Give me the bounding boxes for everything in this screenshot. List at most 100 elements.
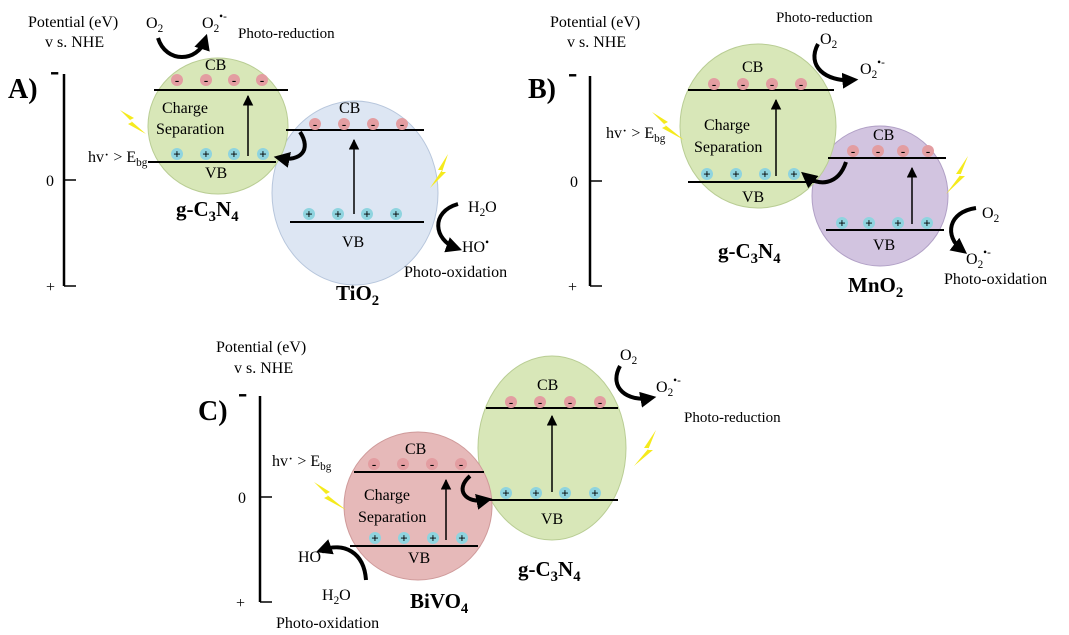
hole-sign: + <box>429 531 436 546</box>
bivo4-electrons <box>368 458 467 470</box>
panel-b-axis-title-line1: Potential (eV) <box>550 14 640 31</box>
electron-sign: - <box>770 77 774 92</box>
c-gcn-cb-label: CB <box>537 377 558 394</box>
hole-sign: + <box>363 207 370 222</box>
panel-b-lightning-icon-right <box>946 156 968 194</box>
c-gcn-vb-label: VB <box>541 511 563 528</box>
gcn-holes <box>171 148 269 160</box>
hole-sign: + <box>838 216 845 231</box>
electron-sign: - <box>232 73 236 88</box>
hole-sign: + <box>894 216 901 231</box>
electron-sign: - <box>372 457 376 472</box>
panel-c-oxidation-arrow <box>315 539 368 581</box>
panel-c-reduction-arrow <box>614 365 657 408</box>
panel-b-axis-title-line2: v s. NHE <box>567 34 626 51</box>
electron-sign: - <box>741 77 745 92</box>
panel-c-transfer-arrow <box>460 474 493 510</box>
hole-sign: + <box>532 486 539 501</box>
mno2-cb-label: CB <box>873 127 894 144</box>
hole-sign: + <box>732 167 739 182</box>
tio2-vb-label: VB <box>342 234 364 251</box>
carrier-signs: - - - - - - - - - - - - - - - - - - - - - - - - + + + + + + + + + + + + + + + +… <box>173 73 930 546</box>
panel-b-photo-oxidation: Photo-oxidation <box>944 271 1047 288</box>
panel-b-lightning-icon-left <box>652 112 684 140</box>
b-gcn-vb-label: VB <box>742 189 764 206</box>
hole-sign: + <box>502 486 509 501</box>
panel-a-tio2-label: TiO2 <box>336 281 379 309</box>
mno2-vb-label: VB <box>873 237 895 254</box>
electron-sign: - <box>400 117 404 132</box>
panel-c-axis-zero: 0 <box>238 490 246 507</box>
tio2-cb-label: CB <box>339 100 360 117</box>
electron-sign: - <box>401 457 405 472</box>
panel-b-photo-reduction: Photo-reduction <box>776 10 873 26</box>
panel-c-charge-label: Charge <box>364 487 410 504</box>
electron-sign: - <box>851 144 855 159</box>
electron-sign: - <box>313 117 317 132</box>
panel-a-photo-oxidation: Photo-oxidation <box>404 264 507 281</box>
panel-c-ho: HO• <box>298 547 325 566</box>
bivo4-holes <box>369 532 468 544</box>
panel-b-charge-label: Charge <box>704 117 750 134</box>
panel-c-bivo4-label: BiVO4 <box>410 589 469 617</box>
panel-c-photo-oxidation: Photo-oxidation <box>276 615 379 632</box>
panel-c-lightning-icon-right <box>634 430 656 466</box>
hole-sign: + <box>259 147 266 162</box>
electron-sign: - <box>175 73 179 88</box>
hole-sign: + <box>392 207 399 222</box>
tio2-electrons <box>309 118 408 130</box>
panel-c-separation-label: Separation <box>358 509 426 526</box>
c-gcn-holes <box>500 487 601 499</box>
gcn-cb-label: CB <box>205 57 226 74</box>
electron-sign: - <box>430 457 434 472</box>
panel-b-separation-label: Separation <box>694 139 762 156</box>
panel-c-lightning-icon-left <box>314 482 346 510</box>
panel-b-gcn-label: g-C3N4 <box>718 239 781 267</box>
electron-sign: - <box>204 73 208 88</box>
panel-a-charge-label: Charge <box>162 100 208 117</box>
panel-a-transfer-arrow <box>273 130 307 168</box>
electron-sign: - <box>799 77 803 92</box>
hole-sign: + <box>173 147 180 162</box>
electron-sign: - <box>538 395 542 410</box>
electron-sign: - <box>876 144 880 159</box>
electron-sign: - <box>509 395 513 410</box>
panel-a-ho: HO• <box>462 237 489 256</box>
hole-sign: + <box>230 147 237 162</box>
panel-a-label: A) <box>8 74 38 105</box>
hole-sign: + <box>865 216 872 231</box>
electron-sign: - <box>712 77 716 92</box>
electron-sign: - <box>342 117 346 132</box>
b-gcn-cb-label: CB <box>742 59 763 76</box>
hole-sign: + <box>202 147 209 162</box>
panel-a-hv-label: hv· > Ebg <box>88 147 148 169</box>
panel-c-hv-label: hv· > Ebg <box>272 451 332 473</box>
panel-a-reduction-arrow <box>156 33 210 59</box>
panel-b-label: B) <box>528 74 556 105</box>
electron-sign: - <box>926 144 930 159</box>
electron-sign: - <box>598 395 602 410</box>
panel-a-separation-label: Separation <box>156 121 224 138</box>
hole-sign: + <box>923 216 930 231</box>
panel-a-gcn-label: g-C3N4 <box>176 197 239 225</box>
panel-b-o2-top: O2 <box>820 31 837 51</box>
gcn-electrons <box>171 74 268 86</box>
c-gcn-electrons <box>505 396 606 408</box>
hole-sign: + <box>703 167 710 182</box>
mno2-holes <box>836 217 933 229</box>
panel-c: Potential (eV) v s. NHE C) - 0 + CB VB C… <box>198 339 781 632</box>
mno2-electrons <box>847 145 934 157</box>
tio2-circle <box>271 100 439 286</box>
panel-a-axis-title-line1: Potential (eV) <box>28 14 118 31</box>
hole-sign: + <box>761 167 768 182</box>
panel-b-o2-radical-top: O2•- <box>860 57 885 81</box>
panel-b-axis-plus: + <box>568 279 577 296</box>
panel-b-o2-radical-bottom: O2•- <box>966 247 991 271</box>
panel-b-reduction-arrow <box>812 43 859 89</box>
hole-sign: + <box>305 207 312 222</box>
bivo4-vb-label: VB <box>408 550 430 567</box>
panel-b-hv-label: hv· > Ebg <box>606 123 666 145</box>
panel-a-lightning-icon-left <box>120 110 146 134</box>
panel-b-transfer-arrow <box>801 161 848 189</box>
